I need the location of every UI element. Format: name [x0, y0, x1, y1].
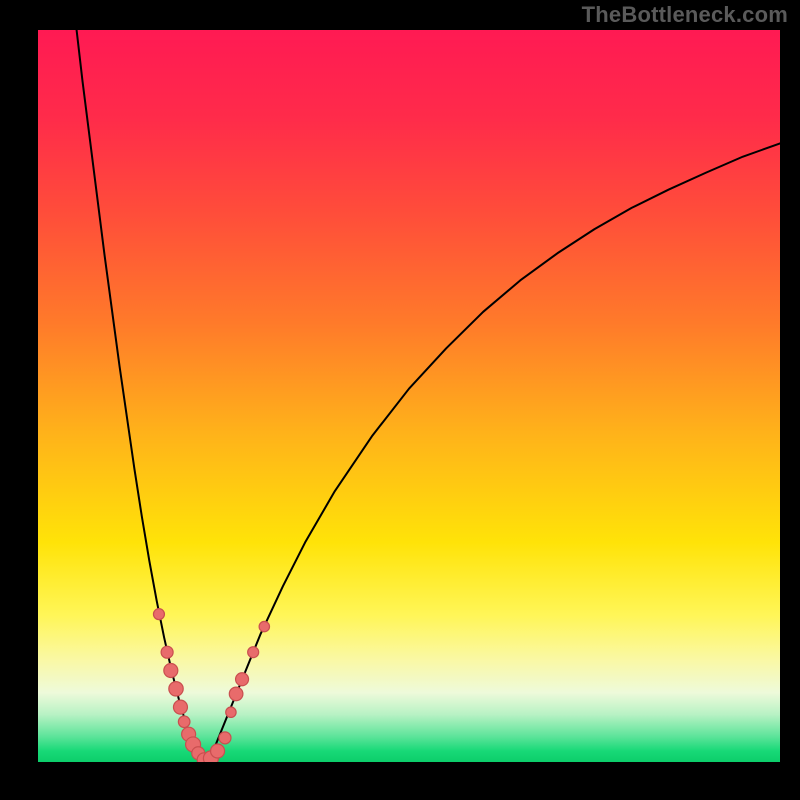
marker-point [226, 707, 236, 717]
marker-point [211, 744, 225, 758]
marker-point [219, 732, 231, 744]
marker-point [178, 716, 190, 728]
marker-point [236, 673, 249, 686]
marker-point [248, 647, 259, 658]
plot-background-gradient [38, 30, 780, 762]
marker-point [259, 621, 269, 631]
marker-point [153, 609, 164, 620]
chart-container: TheBottleneck.com [0, 0, 800, 800]
marker-point [229, 687, 243, 701]
marker-point [169, 682, 183, 696]
marker-point [164, 664, 178, 678]
watermark-text: TheBottleneck.com [582, 2, 788, 28]
bottleneck-chart [0, 0, 800, 800]
marker-point [173, 700, 187, 714]
marker-point [161, 646, 173, 658]
